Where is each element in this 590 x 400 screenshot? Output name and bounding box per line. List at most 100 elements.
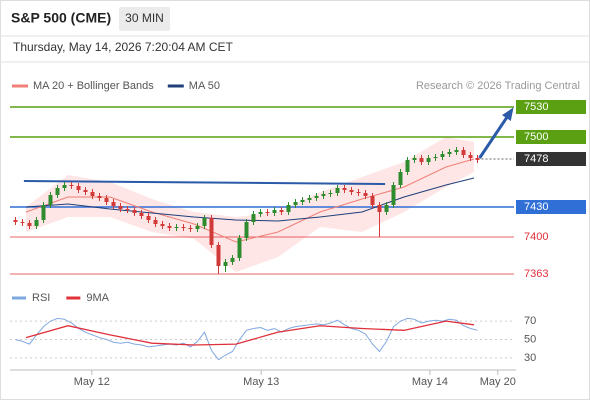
rsi-line <box>15 317 478 361</box>
candle-body <box>454 150 459 152</box>
candle-body <box>349 190 354 192</box>
x-tick-label: May 12 <box>74 376 110 388</box>
timeframe-box <box>119 7 170 31</box>
moving-average <box>25 177 475 222</box>
candle-body <box>328 193 333 194</box>
candle-body <box>62 185 67 188</box>
rsi-line <box>25 320 475 346</box>
candle-body <box>160 224 165 226</box>
candle-body <box>202 218 207 226</box>
candle-body <box>342 188 347 190</box>
candle-body <box>223 262 228 266</box>
candle-body <box>209 218 214 245</box>
candle-body <box>356 192 361 193</box>
legend-label: RSI <box>32 292 50 304</box>
candle-body <box>188 228 193 229</box>
candle-body <box>412 158 417 160</box>
level-label: 7500 <box>524 131 548 143</box>
candle-body <box>377 205 382 212</box>
candle-body <box>447 152 452 154</box>
level-box <box>516 200 586 214</box>
moving-average <box>25 158 475 243</box>
candle-body <box>139 213 144 216</box>
candle-body <box>307 198 312 200</box>
candle-body <box>405 160 410 172</box>
candle-body <box>370 196 375 205</box>
candle-body <box>244 222 249 238</box>
candle-body <box>258 212 263 214</box>
candle-body <box>34 220 39 226</box>
candle-body <box>97 196 102 198</box>
candle-body <box>104 198 109 202</box>
candle-body <box>48 195 53 205</box>
candle-body <box>153 220 158 224</box>
candle-body <box>237 238 242 258</box>
candle-body <box>433 157 438 158</box>
y-tick-label: 70 <box>524 315 536 327</box>
candle-body <box>398 172 403 185</box>
candle-body <box>251 214 256 222</box>
arrow-head <box>502 107 514 121</box>
chart-title: S&P 500 (CME) <box>11 10 111 26</box>
candle-body <box>230 258 235 262</box>
candle-body <box>195 226 200 229</box>
x-tick-label: May 14 <box>412 376 448 388</box>
candle-body <box>13 220 18 222</box>
legend-label: MA 50 <box>189 80 220 92</box>
legend-label: 9MA <box>86 292 109 304</box>
x-tick-label: May 13 <box>243 376 279 388</box>
level-label: 7400 <box>524 231 548 243</box>
candle-body <box>293 202 298 205</box>
trendline <box>23 180 386 185</box>
candle-body <box>90 192 95 196</box>
candle-body <box>363 193 368 196</box>
candle-body <box>384 205 389 212</box>
candle-body <box>475 158 480 160</box>
candle-body <box>167 226 172 228</box>
candle-body <box>426 158 431 162</box>
candle-body <box>419 158 424 162</box>
source: Research © 2026 Trading Central <box>416 80 580 92</box>
timeframe: 30 MIN <box>125 11 164 25</box>
candle-body <box>300 200 305 202</box>
candle-body <box>216 245 221 266</box>
candle-body <box>265 212 270 213</box>
candle-body <box>335 188 340 193</box>
candle-body <box>440 154 445 157</box>
candle-body <box>83 190 88 192</box>
candle-body <box>174 227 179 228</box>
x-tick-label: May 20 <box>480 376 516 388</box>
candle-body <box>69 185 74 186</box>
level-label: 7430 <box>524 201 548 213</box>
date: Thursday, May 14, 2026 7:20:04 AM CET <box>13 40 234 54</box>
candle-body <box>41 205 46 220</box>
y-tick-label: 30 <box>524 352 536 364</box>
level-label: 7530 <box>524 101 548 113</box>
y-tick-label: 50 <box>524 333 536 345</box>
level-box <box>516 100 586 114</box>
candle-body <box>146 216 151 220</box>
price-box <box>516 152 586 166</box>
candle-body <box>20 222 25 223</box>
candle-body <box>125 209 130 210</box>
candle-body <box>468 155 473 158</box>
level-label: 7363 <box>524 268 548 280</box>
candle-body <box>321 194 326 196</box>
candle-body <box>314 196 319 198</box>
candle-body <box>272 210 277 213</box>
level-box <box>516 130 586 144</box>
candle-body <box>111 202 116 206</box>
candle-body <box>279 210 284 212</box>
candle-body <box>132 210 137 213</box>
candle-body <box>286 205 291 212</box>
candle-body <box>76 186 81 190</box>
candle-body <box>55 188 60 195</box>
legend-label: MA 20 + Bollinger Bands <box>33 80 154 92</box>
candle-body <box>27 223 32 226</box>
level-label: 7478 <box>524 153 548 165</box>
candle-body <box>391 185 396 205</box>
candle-body <box>461 150 466 155</box>
candle-body <box>118 206 123 209</box>
